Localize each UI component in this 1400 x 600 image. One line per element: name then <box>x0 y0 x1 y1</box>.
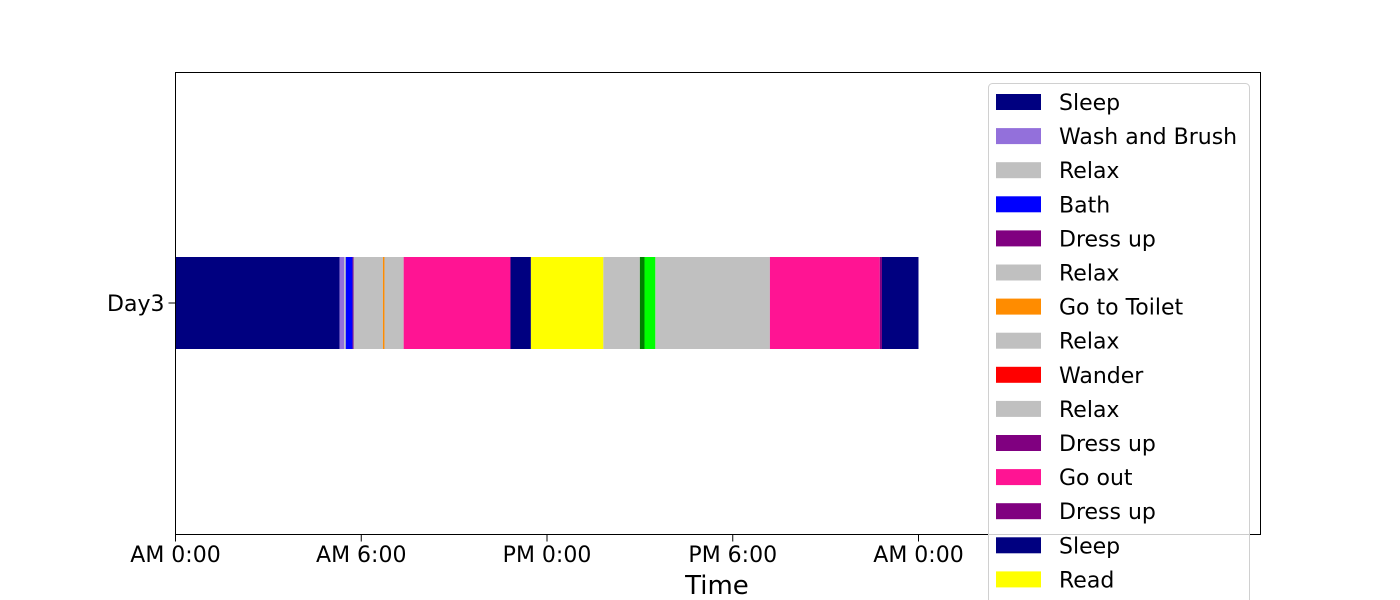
y-tick-label-0: Day3 <box>107 292 164 317</box>
legend-label-5: Relax <box>1059 262 1119 287</box>
legend-label-0: Sleep <box>1059 91 1120 116</box>
bar-segment-0-10 <box>530 257 604 349</box>
legend-swatch-4 <box>996 230 1041 247</box>
y-axis: Day3 <box>107 292 176 317</box>
bar-segment-0-5 <box>353 257 383 349</box>
legend-label-9: Relax <box>1059 398 1119 423</box>
x-tick-label-2: PM 0:00 <box>503 543 592 568</box>
bar-segment-0-8 <box>403 257 511 349</box>
x-tick-label-1: AM 6:00 <box>316 543 406 568</box>
legend-swatch-6 <box>996 298 1041 315</box>
legend-swatch-3 <box>996 196 1041 213</box>
legend-swatch-10 <box>996 435 1041 451</box>
bar-segment-0-12 <box>639 257 645 349</box>
x-tick-label-0: AM 0:00 <box>130 543 220 568</box>
timeline-bars <box>175 257 919 349</box>
legend-label-4: Dress up <box>1059 227 1156 252</box>
legend-swatch-14 <box>996 571 1041 588</box>
x-axis: AM 0:00 AM 6:00 PM 0:00 PM 6:00 AM 0:00 <box>130 534 964 568</box>
legend-box <box>988 83 1250 600</box>
legend-label-6: Go to Toilet <box>1059 296 1184 321</box>
legend-swatch-0 <box>996 94 1041 110</box>
legend-swatch-11 <box>996 469 1041 486</box>
legend-swatch-1 <box>996 128 1041 145</box>
legend-swatch-8 <box>996 366 1041 383</box>
bar-segment-0-14 <box>655 257 770 349</box>
bar-segment-0-13 <box>644 257 656 349</box>
bar-segment-0-2 <box>344 257 346 349</box>
x-tick-label-3: PM 6:00 <box>688 543 777 568</box>
legend-swatch-12 <box>996 503 1041 520</box>
legend-swatch-9 <box>996 400 1041 417</box>
legend: Sleep Wash and Brush Relax Bath Dress up Rela… <box>988 83 1250 600</box>
bar-segment-0-0 <box>175 257 340 349</box>
legend-label-14: Read <box>1059 568 1114 593</box>
x-axis-title: Time <box>684 571 749 600</box>
legend-label-13: Sleep <box>1059 534 1120 559</box>
bar-segment-0-9 <box>510 257 531 349</box>
legend-swatch-7 <box>996 332 1041 349</box>
legend-label-12: Dress up <box>1059 500 1156 525</box>
bar-segment-0-4 <box>352 257 354 349</box>
legend-label-10: Dress up <box>1059 432 1156 457</box>
legend-label-3: Bath <box>1059 193 1110 218</box>
legend-label-1: Wash and Brush <box>1059 125 1237 150</box>
bar-segment-0-15 <box>769 257 880 349</box>
legend-label-2: Relax <box>1059 159 1119 184</box>
bar-segment-0-11 <box>603 257 640 349</box>
x-tick-label-4: AM 0:00 <box>873 543 963 568</box>
bar-segment-0-1 <box>339 257 345 349</box>
bar-segment-0-16 <box>879 257 882 349</box>
legend-swatch-13 <box>996 537 1041 554</box>
bar-segment-0-6 <box>382 257 385 349</box>
bar-segment-0-17 <box>881 257 919 349</box>
legend-label-7: Relax <box>1059 330 1119 355</box>
legend-swatch-5 <box>996 264 1041 281</box>
legend-label-11: Go out <box>1059 466 1133 491</box>
bar-segment-0-3 <box>345 257 353 349</box>
legend-swatch-2 <box>996 162 1041 179</box>
legend-label-8: Wander <box>1059 364 1144 389</box>
bar-segment-0-7 <box>384 257 404 349</box>
